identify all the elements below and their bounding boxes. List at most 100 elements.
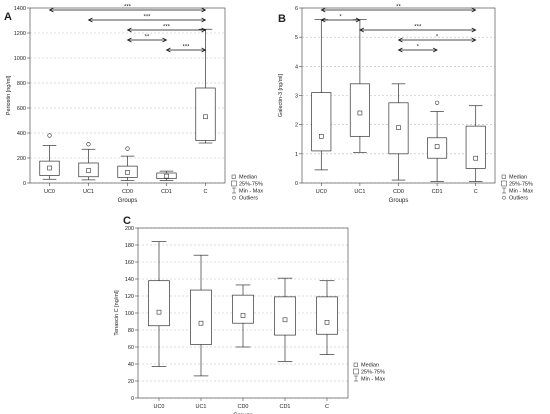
y-axis-label: Periostin [ng/ml] [6,75,12,115]
outlier-point [47,133,52,138]
significance-label: ** [145,35,150,41]
significance-label: *** [182,45,190,51]
legend-median-symbol [231,174,236,179]
x-axis-label: Groups [118,198,138,204]
arrow-left [126,27,132,33]
y-tick-label: 180 [125,243,134,249]
panel-label: C [123,215,131,227]
y-tick-label: 1400 [14,6,26,12]
box-uc1 [190,254,212,377]
y-tick-label: 20 [128,379,134,385]
box-c [195,28,216,144]
x-tick-label-cd0: CD0 [122,189,133,195]
significance-bracket: *** [126,25,207,33]
iqr-box [465,125,486,169]
x-tick-label-cd0: CD0 [393,189,404,195]
arrow-left [165,47,171,53]
y-tick-label: 800 [17,81,26,87]
significance-label: *** [143,15,151,21]
box-c [316,280,338,355]
iqr-box [274,296,296,336]
y-tick-label: 0 [295,181,298,187]
y-tick-label: 400 [17,131,26,137]
y-tick-label: 6 [295,6,298,12]
legend-item-label: Outliers [509,196,528,202]
x-tick-label-c: C [325,404,329,410]
x-tick-label-uc0: UC0 [44,189,55,195]
significance-bracket: ** [126,35,168,43]
box-uc0 [148,241,170,367]
arrow-right [201,17,207,23]
y-tick-label: 80 [128,328,134,334]
significance-label: * [436,35,439,41]
arrow-right [201,7,207,13]
box-uc0 [311,19,332,171]
x-tick-label-uc0: UC0 [316,189,327,195]
y-tick-label: 200 [125,226,134,232]
median-marker [47,165,52,171]
median-marker [156,309,162,315]
significance-bracket: ** [320,5,477,13]
median-marker [164,173,169,179]
legend-item-label: Min - Max [509,189,533,195]
arrow-left [397,47,403,53]
outlier-point [435,100,440,105]
iqr-box [190,289,212,345]
y-tick-label: 1200 [14,31,26,37]
y-tick-label: 200 [17,156,26,162]
box-cd1 [427,111,448,182]
box-cd0 [388,83,409,181]
legend-whisker-symbol [502,187,506,194]
outlier-point [86,142,91,147]
arrow-right [201,27,207,33]
arrow-right [432,47,438,53]
y-tick-label: 120 [125,294,134,300]
arrow-left [87,17,93,23]
chart-panel-c: C 0 20 40 60 80 100 120 140 160 180 200 Tenascin C [… [114,215,385,414]
box-uc1 [78,148,99,181]
iqr-box [311,92,332,152]
chart-panel-b: B 0 1 2 3 4 5 6 Galectin-3 [ng/ml] UC0 UC1 CD0 CD1 C G… [278,5,533,205]
significance-label: *** [414,25,422,31]
y-tick-label: 40 [128,362,134,368]
significance-label: *** [124,5,132,11]
legend-box-symbol [353,368,359,375]
x-tick-label-uc1: UC1 [195,404,206,410]
x-tick-label-cd1: CD1 [279,404,290,410]
outlier-point [125,146,130,151]
legend-item-label: Median [509,175,527,181]
legend-item-label: 25%-75% [509,182,533,188]
x-tick-label-cd0: CD0 [237,404,248,410]
y-axis-label: Galectin-3 [ng/ml] [278,73,284,117]
arrow-right [471,7,477,13]
median-marker [125,170,130,175]
y-tick-label: 4 [295,64,298,70]
median-marker [324,320,330,325]
x-tick-label-uc1: UC1 [354,189,365,195]
panel-label: A [4,11,12,23]
median-marker [198,320,204,326]
arrow-right [355,17,361,23]
legend-whisker-symbol [354,375,358,382]
y-tick-label: 600 [17,106,26,112]
arrow-right [201,47,207,53]
box-cd1 [274,277,296,362]
median-marker [434,144,440,149]
chart-panel-a: A 0 200 400 600 800 1000 1200 1400 Periostin [ng/… [4,5,263,205]
legend-box-symbol [501,180,507,187]
box-c [465,105,486,182]
x-tick-label-uc0: UC0 [153,404,164,410]
panel-label: B [278,13,286,25]
arrow-left [320,17,326,23]
y-tick-label: 5 [295,35,298,41]
arrow-left [126,37,132,43]
median-marker [86,168,91,173]
arrow-left [320,7,326,13]
median-marker [282,317,288,323]
y-tick-label: 2 [295,123,298,129]
y-axis-label: Tenascin C [ng/ml] [114,290,120,336]
x-axis-label: Groups [389,198,409,204]
y-tick-label: 0 [23,181,26,187]
iqr-box [195,87,216,141]
